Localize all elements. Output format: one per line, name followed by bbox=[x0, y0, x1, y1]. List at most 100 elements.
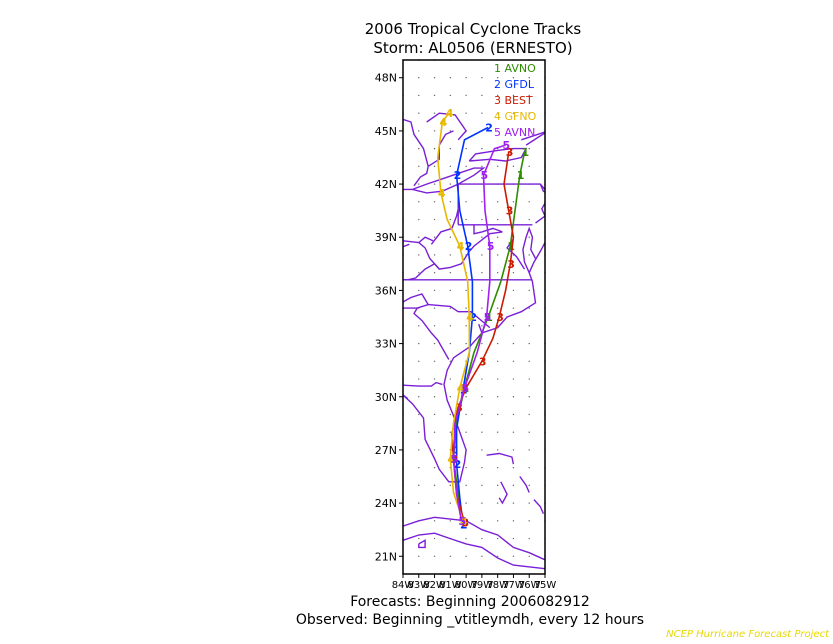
track-marker-gfdl: 2 bbox=[465, 240, 473, 253]
grid-dot bbox=[481, 112, 483, 114]
observed-start-label: Observed: Beginning _vtitleymdh, every 1… bbox=[295, 612, 645, 628]
grid-dot bbox=[465, 147, 467, 150]
coastline-path bbox=[403, 293, 429, 305]
grid-dot bbox=[465, 431, 467, 433]
grid-dot bbox=[496, 77, 499, 79]
coastline-path bbox=[413, 307, 450, 360]
grid-dot bbox=[418, 165, 420, 168]
coastline-path bbox=[468, 147, 528, 162]
grid-dot bbox=[496, 466, 499, 469]
latitude-label: 39N bbox=[375, 231, 397, 244]
longitude-label: 84W bbox=[392, 580, 415, 591]
longitude-label: 83W bbox=[407, 580, 430, 591]
grid-dot bbox=[528, 112, 530, 114]
grid-dot bbox=[433, 77, 436, 79]
grid-dot bbox=[496, 431, 499, 433]
grid-dot bbox=[481, 449, 483, 451]
grid-dot bbox=[512, 77, 515, 79]
grid-dot bbox=[433, 112, 436, 114]
grid-dot bbox=[418, 431, 420, 433]
grid-dot bbox=[496, 342, 499, 345]
track-marker-gfdl: 2 bbox=[454, 169, 462, 182]
grid-dot bbox=[528, 165, 530, 168]
grid-dot bbox=[449, 431, 452, 433]
grid-dot bbox=[433, 360, 436, 363]
grid-dot bbox=[465, 218, 467, 221]
latitude-label: 36N bbox=[375, 284, 397, 297]
coastline-path bbox=[572, 131, 585, 172]
grid-dot bbox=[418, 378, 420, 380]
grid-dot bbox=[418, 147, 420, 150]
track-marker-best: 3 bbox=[479, 355, 487, 368]
coastline-path bbox=[535, 183, 545, 224]
grid-dot bbox=[528, 555, 530, 557]
legend-entry-gfno: 4 GFNO bbox=[494, 110, 537, 123]
grid-dot bbox=[496, 520, 499, 522]
legend-entry-gfdl: 2 GFDL bbox=[494, 78, 535, 91]
latitude-label: 33N bbox=[375, 338, 397, 351]
grid-dot bbox=[433, 396, 436, 398]
track-marker-avnn: 5 bbox=[484, 311, 492, 324]
coastline-path bbox=[533, 499, 545, 514]
grid-dot bbox=[418, 112, 420, 114]
grid-dot bbox=[449, 307, 452, 309]
grid-dot bbox=[418, 396, 420, 398]
grid-dot bbox=[433, 271, 436, 274]
grid-dot bbox=[465, 342, 467, 345]
grid-dot bbox=[418, 254, 420, 256]
grid-dot bbox=[433, 555, 436, 557]
coastline-path bbox=[403, 532, 545, 570]
grid-dot bbox=[433, 537, 436, 540]
grid-dot bbox=[496, 555, 499, 557]
grid-dot bbox=[496, 271, 499, 274]
grid-dot bbox=[481, 537, 483, 540]
grid-dot bbox=[418, 201, 420, 203]
grid-dot bbox=[418, 94, 420, 97]
grid-dot bbox=[496, 201, 499, 203]
grid-dot bbox=[449, 555, 452, 557]
grid-dot bbox=[528, 201, 530, 203]
track-marker-best: 3 bbox=[462, 517, 470, 530]
grid-dot bbox=[496, 94, 499, 97]
grid-dot bbox=[418, 342, 420, 345]
grid-dot bbox=[449, 94, 452, 97]
grid-dot bbox=[512, 484, 515, 487]
grid-dot bbox=[418, 537, 420, 540]
track-marker-avnn: 5 bbox=[480, 169, 488, 182]
grid-dot bbox=[465, 112, 467, 114]
grid-dot bbox=[481, 201, 483, 203]
grid-dot bbox=[481, 325, 483, 327]
track-marker-gfdl: 2 bbox=[469, 311, 477, 324]
grid-dot bbox=[418, 77, 420, 79]
grid-dot bbox=[449, 325, 452, 327]
grid-dot bbox=[496, 413, 499, 416]
grid-dot bbox=[418, 289, 420, 292]
track-avnn bbox=[452, 144, 506, 521]
grid-dot bbox=[449, 378, 452, 380]
grid-dot bbox=[481, 77, 483, 79]
track-marker-avnn: 5 bbox=[462, 382, 470, 395]
grid-dot bbox=[449, 520, 452, 522]
coastline-path bbox=[458, 183, 545, 191]
coastline-path bbox=[403, 381, 443, 387]
grid-dot bbox=[512, 466, 515, 469]
coastline-path bbox=[525, 132, 545, 146]
grid-dot bbox=[496, 130, 499, 132]
grid-dot bbox=[465, 396, 467, 398]
coastline-path bbox=[426, 112, 467, 141]
coastline-path bbox=[403, 243, 410, 248]
grid-dot bbox=[528, 484, 530, 487]
plot-frame bbox=[402, 59, 546, 575]
longitude-label: 76W bbox=[518, 580, 541, 591]
coastline-path bbox=[498, 481, 508, 505]
grid-dot bbox=[433, 147, 436, 150]
grid-dot bbox=[528, 520, 530, 522]
latitude-label: 24N bbox=[375, 497, 397, 510]
coastline-path bbox=[486, 452, 515, 465]
track-marker-gfno: 4 bbox=[457, 382, 465, 395]
grid-dot bbox=[512, 130, 515, 132]
grid-dot bbox=[465, 94, 467, 97]
track-marker-avnn: 5 bbox=[458, 515, 466, 528]
coastline-path bbox=[478, 323, 483, 334]
